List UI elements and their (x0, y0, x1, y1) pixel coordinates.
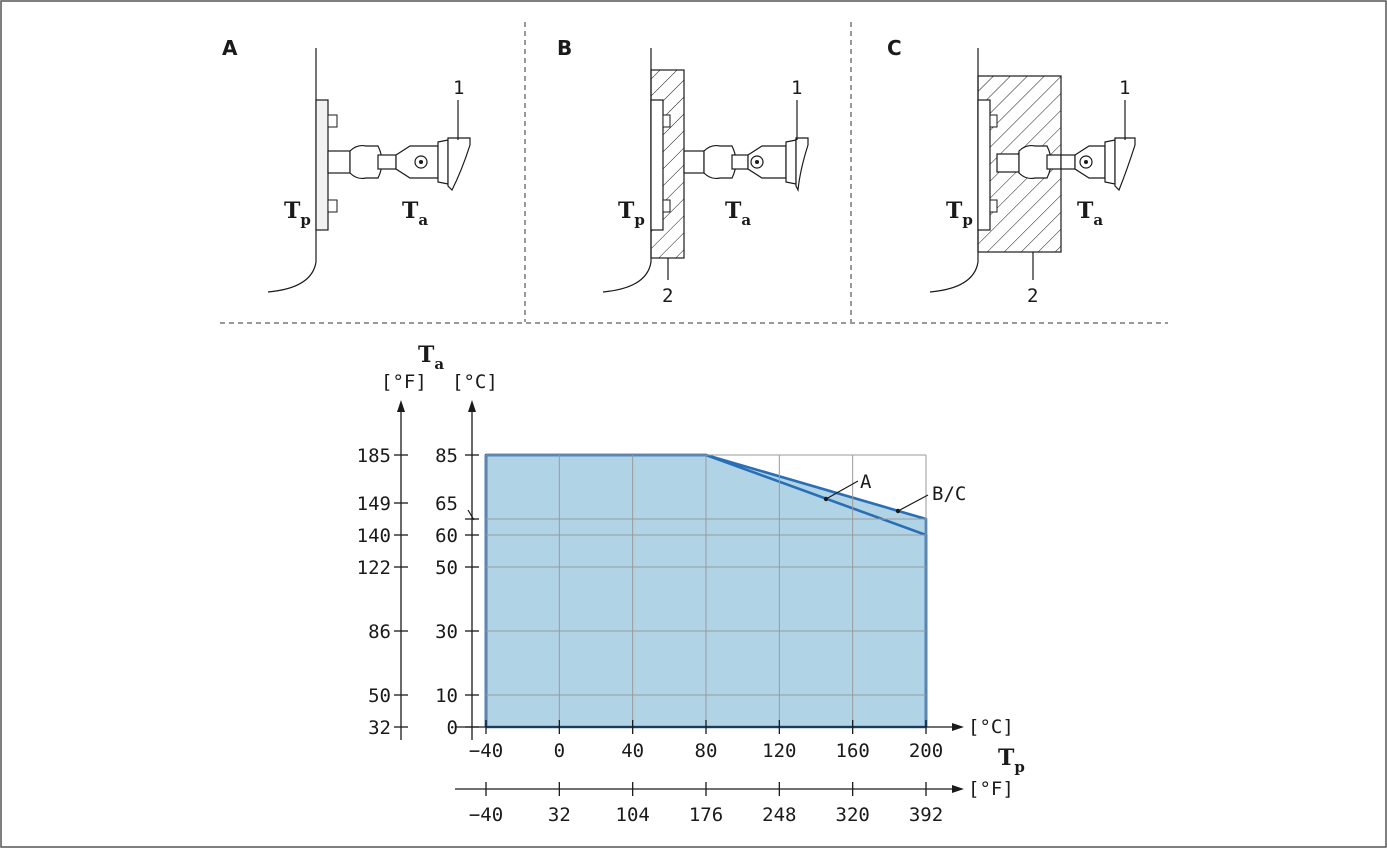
transmitter-a (327, 137, 471, 192)
x-tick-label-f-5: 320 (836, 804, 870, 826)
series-label-a: A (860, 471, 872, 493)
x-tick-label-c-1: 0 (554, 740, 565, 762)
flange-c (977, 99, 991, 231)
y-tick-label-c-6: 85 (435, 445, 458, 467)
vessel-wall-b (602, 48, 652, 293)
x-tick-label-f-3: 176 (689, 804, 723, 826)
y-unit-f: [°F] (381, 371, 427, 393)
derating-chart: −40 −40 0 32 40 104 80 176 120 248 160 320 200 392 0 32… (357, 342, 1025, 826)
series-label-bc: B/C (932, 483, 966, 505)
callout-2-b: 2 (662, 285, 673, 307)
panel-b: B 1 2 Tp Ta (557, 36, 809, 307)
tp-label-b: Tp (618, 198, 645, 229)
bolt-b-top (662, 114, 671, 128)
transmitter-c-embedded (996, 144, 1062, 180)
x-tick-label-f-6: 392 (909, 804, 943, 826)
x-axis-c-arrow (952, 723, 964, 731)
vessel-wall-c (929, 48, 979, 293)
y-tick-label-f-1: 50 (368, 685, 391, 707)
bolt-c-bottom (989, 199, 998, 213)
y-tick-label-c-5: 65 (435, 493, 458, 515)
callout-1-c: 1 (1119, 77, 1130, 99)
flange-b (650, 99, 664, 231)
x-tick-label-f-0: −40 (469, 804, 503, 826)
x-tick-label-c-4: 120 (762, 740, 796, 762)
panel-b-label: B (557, 36, 572, 60)
ta-label-c: Ta (1077, 198, 1103, 229)
x-tick-label-f-2: 104 (616, 804, 650, 826)
y-tick-label-f-2: 86 (368, 621, 391, 643)
x-axis-f-arrow (952, 785, 964, 793)
panel-dividers (220, 22, 1168, 324)
transmitter-b (683, 137, 809, 193)
x-unit-f: [°F] (968, 778, 1014, 800)
callout-1-a: 1 (453, 77, 464, 99)
flange-a (315, 99, 329, 231)
x-tick-label-c-0: −40 (469, 740, 503, 762)
ta-label-a: Ta (402, 198, 428, 229)
y-axis-symbol: Ta (418, 342, 444, 373)
x-tick-label-f-1: 32 (548, 804, 571, 826)
panel-a-label: A (222, 36, 238, 60)
panel-c: C 1 2 Tp Ta (887, 36, 1136, 307)
vessel-wall-a (267, 48, 317, 293)
bolt-a-bottom (327, 199, 338, 213)
tp-label-c: Tp (946, 198, 973, 229)
chart-ticks: −40 −40 0 32 40 104 80 176 120 248 160 320 200 392 0 32… (357, 445, 943, 826)
x-unit-c: [°C] (968, 716, 1014, 738)
x-tick-label-c-5: 160 (836, 740, 870, 762)
y-tick-65-leader (467, 509, 475, 521)
x-tick-label-c-3: 80 (695, 740, 718, 762)
callout-leader-a (825, 480, 859, 500)
y-tick-label-f-5: 149 (357, 493, 391, 515)
y-tick-label-c-0: 0 (447, 717, 458, 739)
x-tick-label-c-2: 40 (621, 740, 644, 762)
y-tick-label-f-3: 122 (357, 557, 391, 579)
y-unit-c: [°C] (452, 371, 498, 393)
y-tick-label-c-2: 30 (435, 621, 458, 643)
y-tick-label-c-4: 60 (435, 525, 458, 547)
bolt-c-top (989, 114, 998, 128)
callout-dot-bc (895, 508, 901, 514)
bolt-b-bottom (662, 199, 671, 213)
x-tick-label-f-4: 248 (762, 804, 796, 826)
tp-label-a: Tp (284, 198, 311, 229)
x-tick-label-c-6: 200 (909, 740, 943, 762)
callout-2-c: 2 (1027, 285, 1038, 307)
y-axis-f-arrow (397, 400, 405, 412)
callout-1-b: 1 (791, 77, 802, 99)
y-tick-label-c-3: 50 (435, 557, 458, 579)
x-axis-symbol: Tp (998, 745, 1025, 776)
y-tick-label-c-1: 10 (435, 685, 458, 707)
panel-a: A 1 Tp Ta (222, 36, 471, 293)
callout-dot-a (823, 496, 829, 502)
y-tick-label-f-0: 32 (368, 717, 391, 739)
y-axis-c-arrow (468, 400, 476, 412)
bolt-a-top (327, 114, 338, 128)
panel-c-label: C (887, 36, 902, 60)
y-tick-label-f-6: 185 (357, 445, 391, 467)
transmitter-c (1060, 137, 1136, 192)
callout-leader-bc (897, 494, 929, 512)
ta-label-b: Ta (725, 198, 751, 229)
y-tick-label-f-4: 140 (357, 525, 391, 547)
